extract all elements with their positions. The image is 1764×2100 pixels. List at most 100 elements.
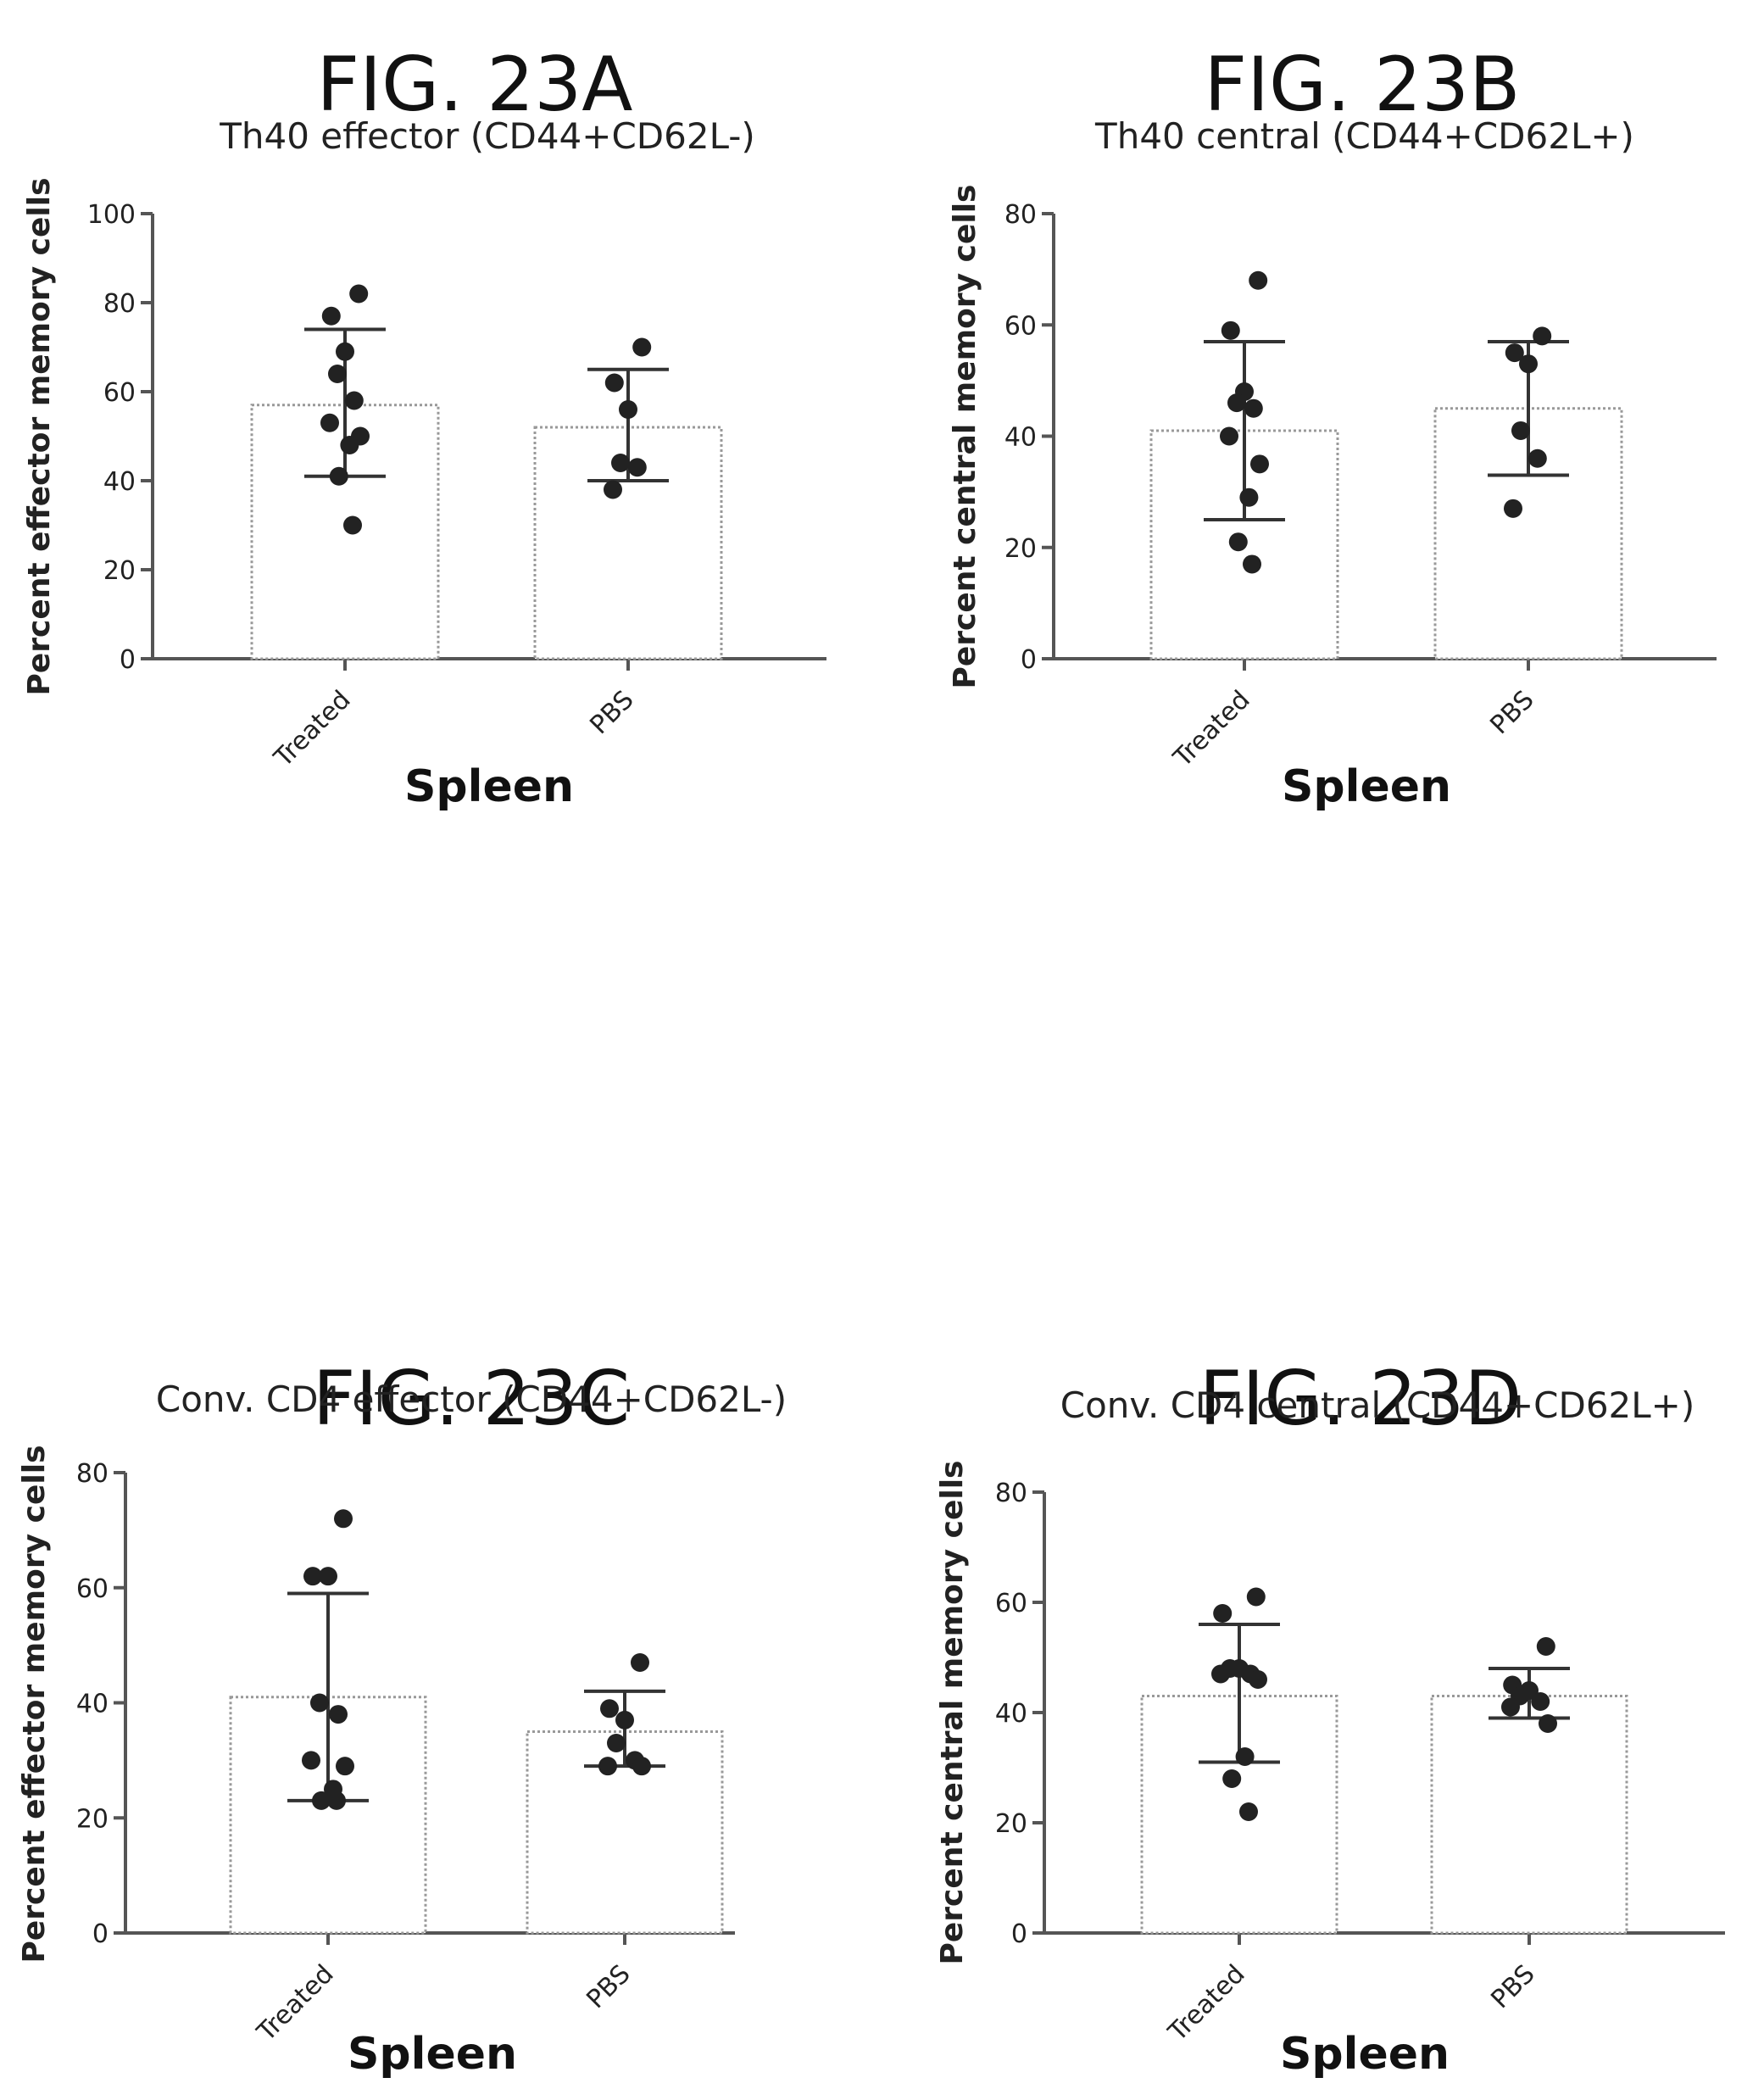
data-point <box>1536 1637 1555 1656</box>
y-tick-label: 40 <box>103 467 136 497</box>
y-tick-label: 60 <box>76 1574 109 1604</box>
data-point <box>1246 1587 1266 1607</box>
y-tick-label: 80 <box>1004 200 1037 230</box>
category-label: Treated <box>1162 1959 1250 2047</box>
panel-title: Conv. CD4 effector (CD44+CD62L-) <box>156 1379 787 1420</box>
y-tick-label: 0 <box>1021 645 1037 675</box>
data-point <box>1239 1802 1258 1821</box>
data-point <box>1239 487 1259 507</box>
y-tick-label: 0 <box>120 645 136 675</box>
panel-title: Conv. CD4 central (CD44+CD62L+) <box>1060 1384 1695 1426</box>
data-point <box>607 1734 626 1753</box>
x-axis-label: Spleen <box>1280 2029 1450 2080</box>
data-point <box>336 1757 354 1776</box>
data-point <box>334 1509 353 1529</box>
data-point <box>320 413 339 432</box>
y-tick-label: 40 <box>995 1699 1027 1729</box>
y-tick-label: 80 <box>76 1459 109 1489</box>
data-point <box>604 480 622 499</box>
data-point <box>1228 532 1248 552</box>
y-tick-label: 40 <box>76 1690 109 1719</box>
x-axis-label: Spleen <box>348 2029 517 2080</box>
data-point <box>319 1567 337 1586</box>
y-tick-label: 60 <box>995 1589 1027 1618</box>
category-label: PBS <box>1484 685 1539 740</box>
data-point <box>1519 354 1538 374</box>
data-point <box>329 466 348 486</box>
data-point <box>1221 320 1240 340</box>
y-axis-label: Percent effector memory cells <box>17 1445 52 1963</box>
y-tick-label: 80 <box>103 289 136 319</box>
data-point <box>600 1699 619 1718</box>
data-point <box>1249 1670 1267 1689</box>
data-point <box>632 337 652 357</box>
data-point <box>1511 421 1530 440</box>
data-point <box>1220 426 1238 446</box>
y-tick-label: 100 <box>87 200 136 230</box>
data-point <box>632 1757 651 1776</box>
x-axis-label: Spleen <box>1282 761 1451 812</box>
data-point <box>1249 270 1268 290</box>
data-point <box>598 1757 617 1776</box>
y-axis-label: Percent central memory cells <box>948 185 982 689</box>
data-point <box>615 1710 634 1730</box>
data-point <box>1211 1664 1230 1684</box>
bar-pbs <box>1430 1695 1628 1935</box>
data-point <box>1533 326 1552 346</box>
data-point <box>343 515 362 535</box>
data-point <box>627 458 647 477</box>
x-axis-label: Spleen <box>404 761 574 812</box>
data-point <box>328 365 347 383</box>
figure-label: FIG. 23A <box>317 41 633 128</box>
data-point <box>611 454 630 472</box>
data-point <box>1213 1604 1233 1623</box>
data-point <box>329 1705 348 1724</box>
data-point <box>1505 343 1524 363</box>
category-label: PBS <box>581 1959 636 2014</box>
figure-label: FIG. 23C <box>313 1355 630 1442</box>
data-point <box>1227 393 1246 413</box>
data-point <box>1531 1692 1550 1711</box>
data-point <box>1244 398 1263 418</box>
data-point <box>1235 1747 1255 1766</box>
y-tick-label: 20 <box>103 556 136 586</box>
y-axis-label: Percent central memory cells <box>935 1461 970 1965</box>
data-point <box>1250 454 1269 474</box>
y-tick-label: 80 <box>995 1479 1027 1508</box>
data-point <box>310 1693 329 1713</box>
data-point <box>1504 499 1522 518</box>
y-tick-label: 20 <box>995 1809 1027 1839</box>
data-point <box>321 306 341 326</box>
data-point <box>604 373 624 393</box>
figure-label: FIG. 23D <box>1199 1355 1522 1442</box>
category-label: Treated <box>268 685 356 773</box>
data-point <box>1501 1697 1520 1717</box>
y-tick-label: 60 <box>103 378 136 408</box>
data-point <box>327 1791 346 1810</box>
y-axis-label: Percent effector memory cells <box>22 177 57 695</box>
data-point <box>303 1567 322 1586</box>
category-label: Treated <box>251 1959 339 2047</box>
data-point <box>336 342 354 361</box>
y-tick-label: 60 <box>1004 311 1037 341</box>
data-point <box>312 1791 331 1810</box>
panel-title: Th40 central (CD44+CD62L+) <box>1094 115 1634 157</box>
data-point <box>344 391 364 410</box>
data-point <box>1539 1714 1557 1733</box>
category-label: PBS <box>1485 1959 1540 2014</box>
data-point <box>302 1751 320 1770</box>
data-point <box>349 284 369 304</box>
data-point <box>340 436 359 454</box>
y-tick-label: 0 <box>1011 1919 1027 1949</box>
category-label: Treated <box>1167 685 1255 773</box>
data-point <box>631 1652 649 1672</box>
data-point <box>1243 554 1261 574</box>
y-tick-label: 20 <box>1004 534 1037 564</box>
y-tick-label: 0 <box>92 1919 109 1949</box>
y-tick-label: 20 <box>76 1804 109 1834</box>
